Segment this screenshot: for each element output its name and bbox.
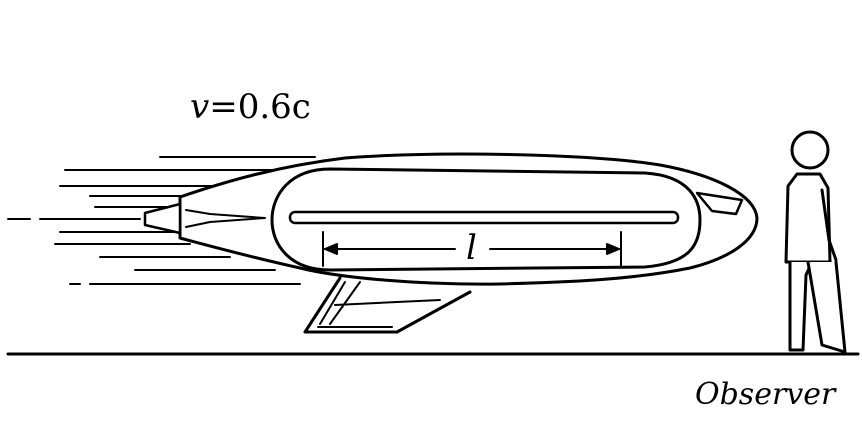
person-icon	[784, 130, 847, 354]
spaceship-icon	[143, 152, 759, 334]
length-arrow	[322, 231, 622, 267]
observer-label: Observer	[695, 377, 837, 412]
velocity-variable: v	[190, 87, 209, 127]
motion-lines-icon	[7, 156, 316, 285]
velocity-label: v=0.6c	[190, 87, 311, 127]
velocity-value: =0.6c	[209, 87, 311, 127]
length-label: l	[466, 228, 477, 268]
